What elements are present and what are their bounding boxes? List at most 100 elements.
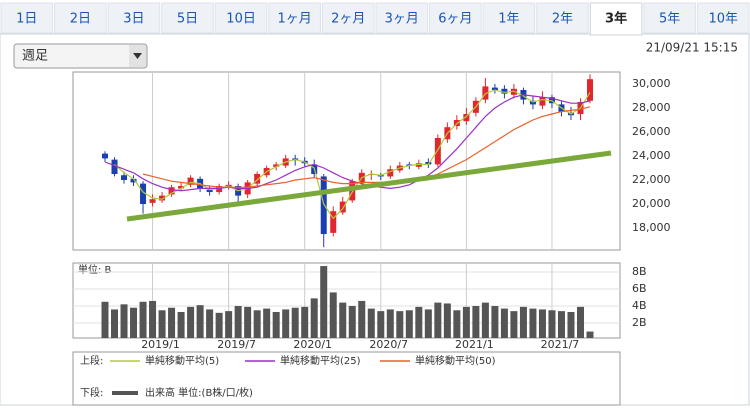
candle-body	[425, 162, 432, 165]
x-tick-label: 2020/7	[369, 338, 408, 351]
tab-label[interactable]: 6ヶ月	[438, 12, 472, 27]
volume-bar	[130, 307, 138, 338]
ma-line	[142, 106, 591, 188]
volume-bar	[358, 300, 366, 338]
volume-bar	[206, 309, 214, 338]
y-tick-label: 8B	[632, 265, 647, 278]
tab[interactable]	[268, 2, 321, 34]
tab[interactable]	[214, 2, 268, 34]
volume-bar	[348, 306, 356, 338]
candle-body	[501, 88, 508, 94]
candle-body	[539, 97, 546, 106]
tab-label[interactable]: 10年	[708, 12, 738, 27]
volume-bar	[405, 310, 413, 338]
volume-bar	[567, 311, 575, 338]
tab-label[interactable]: 2ヶ月	[331, 12, 365, 27]
volume-bar	[396, 311, 404, 338]
volume-bar	[377, 311, 385, 338]
legend-items: 単純移動平均(5) 単純移動平均(25) 単純移動平均(50) 出来高 単位:(B株/…	[110, 354, 496, 399]
volume-bar	[367, 308, 375, 338]
timestamp: 21/09/21 15:15	[646, 41, 738, 55]
trend-line	[126, 150, 612, 222]
x-tick-label: 2019/1	[141, 338, 180, 351]
tab-label[interactable]: 10日	[226, 12, 256, 27]
volume-bar	[443, 303, 451, 338]
candle-body	[168, 187, 175, 195]
tab-label[interactable]: 1ヶ月	[278, 12, 312, 27]
tab-label[interactable]: 5日	[177, 12, 198, 27]
dropdown-label[interactable]: 週足	[22, 49, 48, 64]
volume-bar	[320, 266, 328, 338]
candle-body	[111, 159, 118, 175]
volume-unit: 単位: B	[78, 263, 112, 276]
volume-bar	[244, 306, 252, 338]
tab[interactable]	[107, 2, 161, 34]
y-tick-label: 18,000	[632, 221, 671, 234]
candle-body	[254, 174, 261, 184]
tab-label[interactable]: 3年	[605, 11, 627, 27]
volume-bar	[301, 306, 309, 338]
tab[interactable]	[482, 2, 536, 34]
tab-label[interactable]: 3ヶ月	[385, 12, 419, 27]
volume-bar	[158, 310, 166, 338]
volume-bar	[500, 308, 508, 338]
volume-bar	[196, 305, 204, 338]
tab-label[interactable]: 2日	[70, 12, 91, 27]
tab[interactable]	[589, 2, 643, 36]
volume-bar	[491, 306, 499, 338]
candle-body	[187, 177, 194, 185]
legend	[72, 351, 621, 406]
y-tick-label: 20,000	[632, 197, 671, 210]
dropdown[interactable]	[13, 43, 148, 69]
candle-body	[330, 211, 337, 233]
volume-bar	[415, 306, 423, 338]
volume-bar	[120, 304, 128, 338]
x-tick-label: 2019/7	[217, 338, 256, 351]
tab[interactable]	[696, 2, 750, 34]
volume-bar	[310, 298, 318, 338]
volume-bar	[481, 302, 489, 338]
candle-body	[415, 163, 422, 167]
y-tick-label: 2B	[632, 316, 647, 329]
tab[interactable]	[536, 2, 589, 34]
tab-label[interactable]: 3日	[123, 12, 144, 27]
volume-bar	[225, 311, 233, 338]
tab[interactable]	[643, 2, 696, 34]
volume-bar	[253, 310, 261, 338]
volume-bar	[472, 306, 480, 338]
y-tick-label: 28,000	[632, 101, 671, 114]
candle-body	[140, 183, 147, 205]
volume-bar	[576, 306, 584, 338]
candle-body	[387, 169, 394, 177]
volume-bar	[111, 309, 119, 338]
legend-text: 単純移動平均(5)	[145, 354, 219, 367]
volume-bar	[557, 311, 565, 338]
tab-label[interactable]: 2年	[552, 12, 573, 27]
legend-text: 単純移動平均(25)	[280, 354, 361, 367]
ma-line	[104, 94, 591, 192]
candle-body	[130, 178, 137, 183]
volume-bar	[168, 307, 176, 338]
candle-body	[377, 175, 384, 177]
tab[interactable]	[321, 2, 375, 34]
volume-bar	[139, 301, 147, 338]
candle-body	[121, 175, 128, 181]
volume-bar	[215, 312, 223, 338]
tab-label[interactable]: 1日	[16, 12, 37, 27]
y-tick-label: 22,000	[632, 173, 671, 186]
tab-label[interactable]: 5年	[659, 12, 680, 27]
x-tick-label: 2021/1	[455, 338, 494, 351]
tab[interactable]	[161, 2, 214, 34]
y-tick-label: 4B	[632, 299, 647, 312]
tab[interactable]	[0, 2, 54, 34]
tab[interactable]	[54, 2, 107, 34]
tab[interactable]	[429, 2, 482, 34]
x-tick-label: 2020/1	[293, 338, 332, 351]
tab[interactable]	[375, 2, 429, 34]
y-tick-label: 30,000	[632, 77, 671, 90]
legend-text: 単純移動平均(50)	[415, 354, 496, 367]
legend-label: 上段:	[80, 354, 103, 367]
candle-body	[178, 186, 185, 189]
tab-label[interactable]: 1年	[498, 12, 519, 27]
